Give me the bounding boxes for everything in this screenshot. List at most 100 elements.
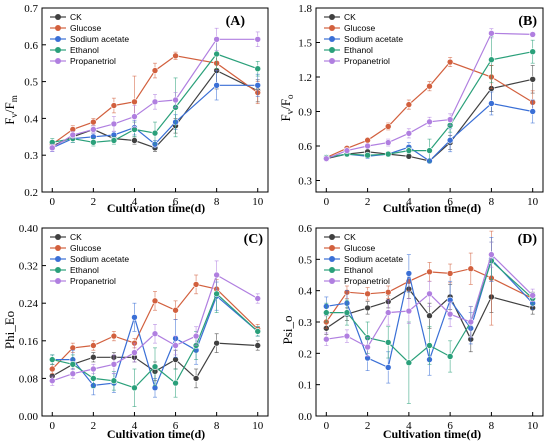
data-point <box>343 332 351 340</box>
y-tick-label: 0.3 <box>298 176 312 188</box>
data-point <box>131 349 138 356</box>
data-point <box>323 155 330 162</box>
data-point <box>131 98 138 106</box>
data-point <box>529 31 536 38</box>
svg-text:Fv/Fo: Fv/Fo <box>278 94 295 122</box>
y-tick-label: 0.0 <box>298 411 312 423</box>
data-point <box>384 288 392 296</box>
y-tick-label: 0.9 <box>298 107 312 119</box>
x-tick-label: 6 <box>447 196 453 208</box>
data-point <box>405 307 413 315</box>
data-point <box>110 120 118 128</box>
data-point <box>426 268 433 276</box>
data-point <box>110 102 118 109</box>
data-point <box>131 384 138 392</box>
series-line <box>326 253 534 348</box>
legend-item: Sodium acetate <box>50 254 129 264</box>
series-ethanol <box>48 38 262 147</box>
legend-swatch-marker <box>55 25 61 31</box>
data-point <box>110 137 118 144</box>
data-point <box>364 304 371 312</box>
data-point <box>90 139 97 146</box>
data-point <box>48 356 56 363</box>
data-point <box>254 65 262 73</box>
legend-item: Glucose <box>324 243 375 253</box>
legend-swatch-marker <box>329 234 335 240</box>
data-point <box>192 375 200 382</box>
legend-swatch-marker <box>329 267 335 273</box>
data-point <box>467 265 475 273</box>
y-tick-label: 0.1 <box>298 380 312 392</box>
data-point <box>405 270 413 277</box>
y-tick-label: 0.16 <box>19 336 39 348</box>
legend-label: CK <box>344 12 356 22</box>
data-point <box>467 318 475 326</box>
data-point <box>172 306 179 314</box>
x-tick-label: 2 <box>365 196 371 208</box>
legend-swatch-marker <box>55 234 61 240</box>
data-point <box>446 353 454 360</box>
data-point <box>151 297 159 305</box>
data-point <box>254 295 262 302</box>
legend-label: Glucose <box>70 243 101 253</box>
data-point <box>384 364 392 371</box>
panel-d: Psi_o Cultivation time(d) (D) 0.0 0.1 0.2 0… <box>280 223 544 441</box>
legend-item: CK <box>324 12 356 22</box>
legend-item: Sodium acetate <box>50 34 129 44</box>
data-point <box>529 76 536 83</box>
x-tick-label: 6 <box>447 420 453 432</box>
data-point <box>213 35 220 43</box>
y-tick-label: 0.32 <box>19 261 38 273</box>
data-point <box>446 270 454 277</box>
data-point <box>110 377 118 385</box>
y-tick-label: 0.24 <box>19 298 39 310</box>
legend-label: CK <box>70 12 82 22</box>
x-tick-label: 4 <box>132 196 138 208</box>
data-point <box>213 290 220 298</box>
legend-swatch-marker <box>55 14 61 20</box>
x-tick-label: 8 <box>489 420 495 432</box>
legend-swatch-marker <box>55 58 61 64</box>
data-point <box>172 52 179 60</box>
data-point <box>323 309 330 316</box>
data-point <box>446 310 454 318</box>
data-point <box>131 113 138 120</box>
x-tick-label: 0 <box>50 196 56 208</box>
x-tick-label: 2 <box>365 420 371 432</box>
legend-label: Glucose <box>70 23 101 33</box>
data-point <box>426 82 433 90</box>
legend-label: Propanetriol <box>344 276 390 286</box>
y-tick-label: 0.3 <box>24 150 38 162</box>
legend-item: Propanetriol <box>50 56 116 66</box>
x-tick-label: 10 <box>527 420 539 432</box>
x-tick-label: 4 <box>132 420 138 432</box>
y-tick-label: 0.2 <box>24 187 38 199</box>
y-tick-label: 0.00 <box>19 411 39 423</box>
series-propanetriol <box>323 241 536 357</box>
legend-swatch-marker <box>329 47 335 53</box>
data-point <box>384 309 392 316</box>
data-point <box>384 150 392 158</box>
legend-item: Sodium acetate <box>324 34 403 44</box>
legend-swatch-marker <box>329 245 335 251</box>
data-point <box>488 100 495 107</box>
legend-label: Sodium acetate <box>70 34 129 44</box>
legend-swatch-marker <box>55 47 61 53</box>
data-point <box>192 332 200 340</box>
data-point <box>69 131 77 139</box>
y-tick-label: 0.5 <box>24 77 38 89</box>
data-point <box>529 108 536 115</box>
legend-label: Glucose <box>344 243 375 253</box>
data-point <box>172 342 179 349</box>
legend-item: CK <box>324 232 356 242</box>
data-point <box>488 251 495 258</box>
x-tick-label: 0 <box>324 196 330 208</box>
plot-frame <box>41 7 269 193</box>
series-line <box>326 259 534 364</box>
data-point <box>405 130 413 137</box>
panel-label: (B) <box>518 14 537 29</box>
data-point <box>405 147 413 154</box>
data-point <box>364 136 371 144</box>
data-point <box>131 137 138 144</box>
